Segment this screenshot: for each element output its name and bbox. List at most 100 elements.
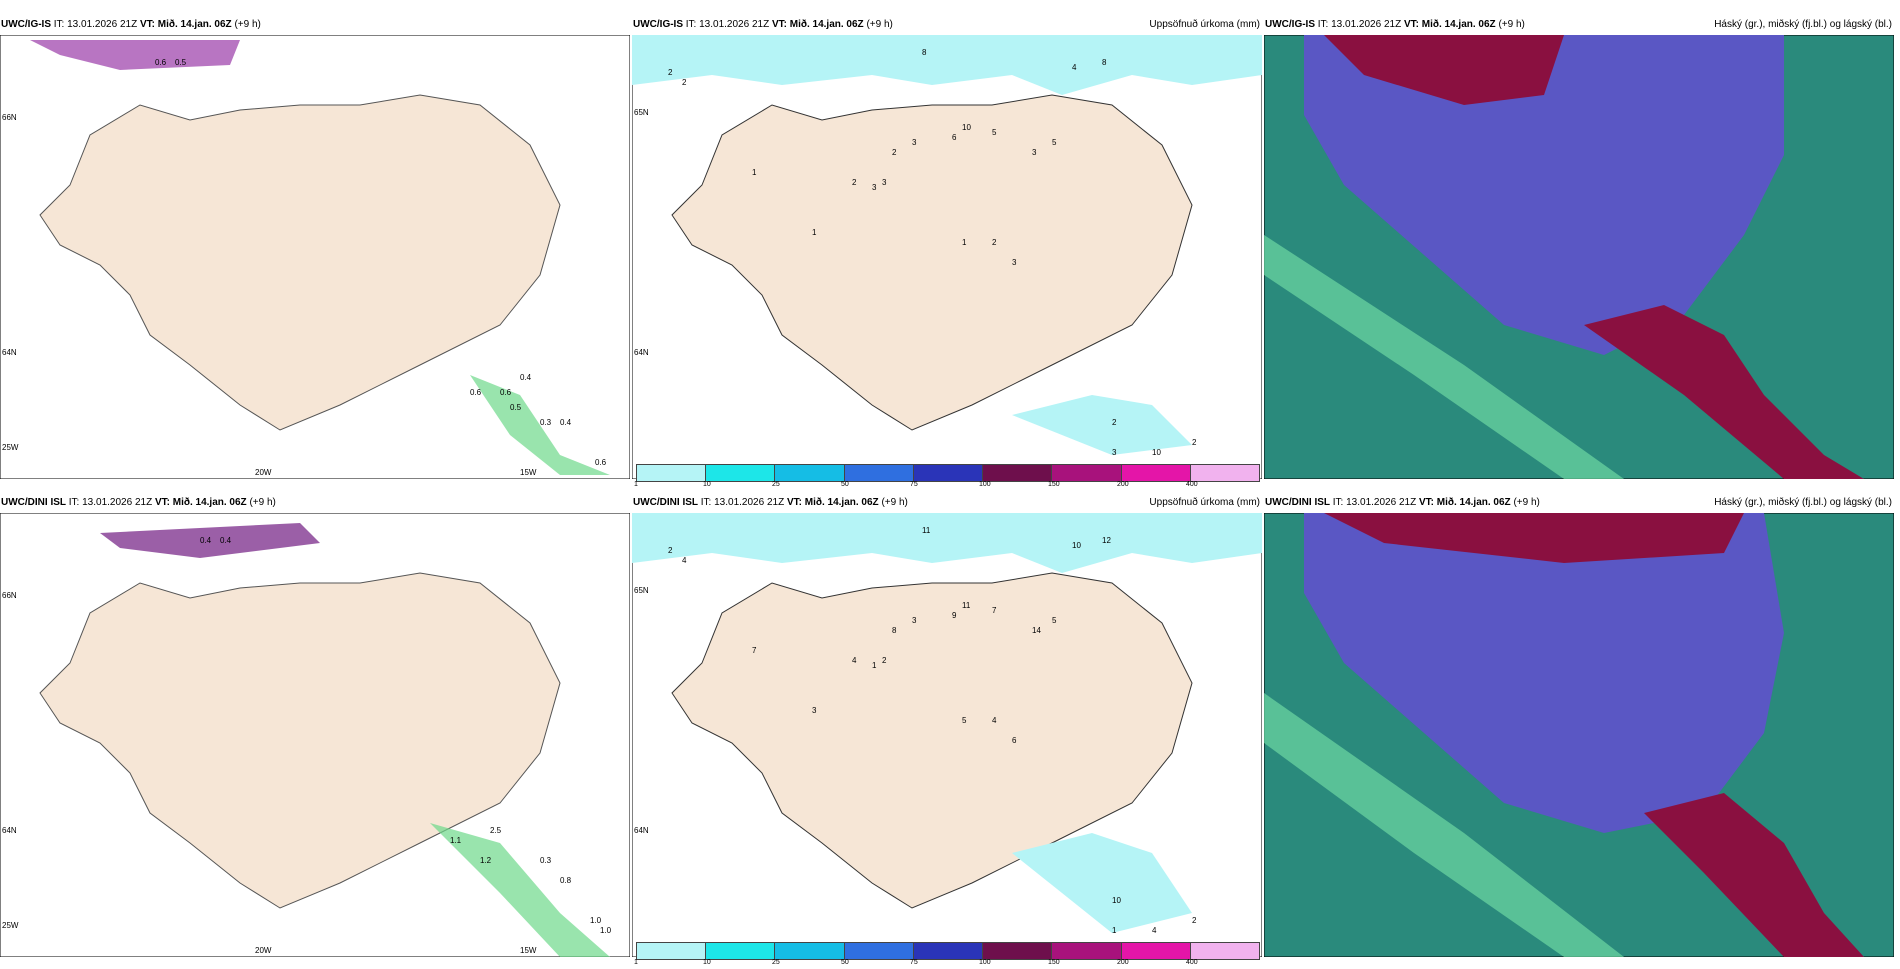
- value-label: 6: [952, 133, 957, 142]
- value-label: 5: [962, 716, 967, 725]
- colorbar-segment: [706, 465, 776, 481]
- it-label: IT:: [1317, 19, 1329, 30]
- value-label: 1.0: [600, 926, 612, 935]
- value-label: 2: [668, 546, 673, 555]
- colorbar: [636, 464, 1260, 482]
- panel-header: UWC/IG-IS IT: 13.01.2026 21Z VT: Mið. 14…: [1264, 14, 1894, 35]
- colorbar-tick: 150: [1048, 959, 1060, 966]
- colorbar-segment: [1121, 943, 1191, 959]
- colorbar-segment: [637, 943, 707, 959]
- colorbar-tick: 25: [772, 959, 780, 966]
- lon-label: 15W: [520, 946, 537, 955]
- precip-area: [430, 823, 610, 957]
- value-label: 0.4: [560, 418, 572, 427]
- value-label: 1.2: [480, 856, 492, 865]
- value-label: 1: [872, 661, 877, 670]
- value-label: 2: [1192, 438, 1197, 447]
- value-label: 3: [872, 183, 877, 192]
- value-label: 0.6: [500, 388, 512, 397]
- lead-time: (+9 h): [249, 497, 276, 508]
- value-label: 8: [892, 626, 897, 635]
- value-label: 2: [1192, 916, 1197, 925]
- value-label: 1.0: [590, 916, 602, 925]
- map-area: 66N 64N 20W 15W 25W 0.4 0.4 2.5 1.1 1.2 …: [0, 513, 630, 957]
- model-name: UWC/IG-IS: [1, 19, 51, 30]
- value-label: 0.3: [540, 856, 552, 865]
- colorbar-tick: 100: [979, 481, 991, 488]
- precip-area: [470, 375, 610, 475]
- map-area: 65N 64N 8 2 2 4 8 10 6 3 5 3 2 1 3 2 3 1 1 2 3 5 2 10 2 3 1 10 …: [632, 35, 1262, 488]
- value-label: 0.8: [560, 876, 572, 885]
- iceland-land: [671, 94, 1193, 431]
- value-label: 4: [682, 556, 687, 565]
- value-label: 2: [892, 148, 897, 157]
- colorbar-tick: 75: [910, 481, 918, 488]
- value-label: 7: [992, 606, 997, 615]
- lat-label: 65N: [634, 586, 649, 595]
- lon-label: 20W: [255, 468, 272, 477]
- value-label: 10: [1072, 541, 1081, 550]
- panel-title: Uppsöfnuð úrkoma (mm): [1149, 497, 1260, 508]
- value-label: 12: [1102, 536, 1111, 545]
- value-label: 1: [962, 238, 967, 247]
- cloud-map-svg: [1264, 35, 1894, 479]
- lat-label: 64N: [2, 826, 17, 835]
- value-label: 2: [852, 178, 857, 187]
- value-label: 1: [752, 168, 757, 177]
- value-label: 1.1: [450, 836, 462, 845]
- it-label: IT:: [1332, 497, 1344, 508]
- it-label: IT:: [685, 19, 697, 30]
- vt-label: VT:: [1403, 19, 1419, 30]
- value-label: 2: [668, 68, 673, 77]
- colorbar: [636, 942, 1260, 960]
- cloud-area: [1324, 35, 1564, 105]
- value-label: 0.6: [470, 388, 482, 397]
- value-label: 8: [1102, 58, 1107, 67]
- panel-header: UWC/DINI ISL IT: 13.01.2026 21Z VT: Mið.…: [632, 492, 1262, 513]
- value-label: 6: [1012, 736, 1017, 745]
- panel-ig-wind: UWC/IG-IS IT: 13.01.2026 21Z VT: Mið. 14…: [0, 14, 630, 479]
- value-label: 3: [912, 616, 917, 625]
- colorbar-tick: 100: [979, 959, 991, 966]
- colorbar-segment: [1052, 465, 1122, 481]
- value-label: 3: [912, 138, 917, 147]
- init-time: 13.01.2026 21Z: [699, 19, 770, 30]
- value-label: 0.4: [520, 373, 532, 382]
- panel-title: Uppsöfnuð úrkoma (mm): [1149, 19, 1260, 30]
- value-label: 7: [752, 646, 757, 655]
- colorbar-segment: [1121, 465, 1191, 481]
- lead-time: (+9 h): [866, 19, 893, 30]
- lat-label: 64N: [634, 348, 649, 357]
- value-label: 2: [992, 238, 997, 247]
- valid-time: Mið. 14.jan. 06Z: [1436, 497, 1511, 508]
- value-label: 2.5: [490, 826, 502, 835]
- vt-label: VT:: [154, 497, 170, 508]
- lon-label: 15W: [520, 468, 537, 477]
- panel-title: Háský (gr.), miðský (fj.bl.) og lágský (…: [1714, 19, 1892, 30]
- panel-dini-wind: UWC/DINI ISL IT: 13.01.2026 21Z VT: Mið.…: [0, 492, 630, 957]
- panel-header: UWC/IG-IS IT: 13.01.2026 21Z VT: Mið. 14…: [0, 14, 630, 35]
- cloud-area: [1304, 35, 1784, 355]
- colorbar-segment: [983, 465, 1053, 481]
- colorbar-segment: [706, 943, 776, 959]
- colorbar-segment: [1190, 465, 1259, 481]
- colorbar-tick: 50: [841, 481, 849, 488]
- panel-header: UWC/DINI ISL IT: 13.01.2026 21Z VT: Mið.…: [0, 492, 630, 513]
- lon-label: 25W: [2, 921, 19, 930]
- colorbar-tick: 400: [1186, 481, 1198, 488]
- value-label: 0.5: [510, 403, 522, 412]
- model-name: UWC/DINI ISL: [633, 497, 698, 508]
- value-label: 0.4: [220, 536, 232, 545]
- init-time: 13.01.2026 21Z: [714, 497, 785, 508]
- colorbar-tick: 200: [1117, 481, 1129, 488]
- value-labels: 0.6 0.5 0.4 0.3 0.6 0.5 0.6 0.6 0.4: [155, 58, 607, 467]
- value-label: 4: [992, 716, 997, 725]
- panel-dini-clouds: UWC/DINI ISL IT: 13.01.2026 21Z VT: Mið.…: [1264, 492, 1894, 957]
- model-name: UWC/DINI ISL: [1, 497, 66, 508]
- model-name: UWC/IG-IS: [1265, 19, 1315, 30]
- value-label: 2: [682, 78, 687, 87]
- vt-label: VT:: [786, 497, 802, 508]
- colorbar-tick: 150: [1048, 481, 1060, 488]
- colorbar-segment: [983, 943, 1053, 959]
